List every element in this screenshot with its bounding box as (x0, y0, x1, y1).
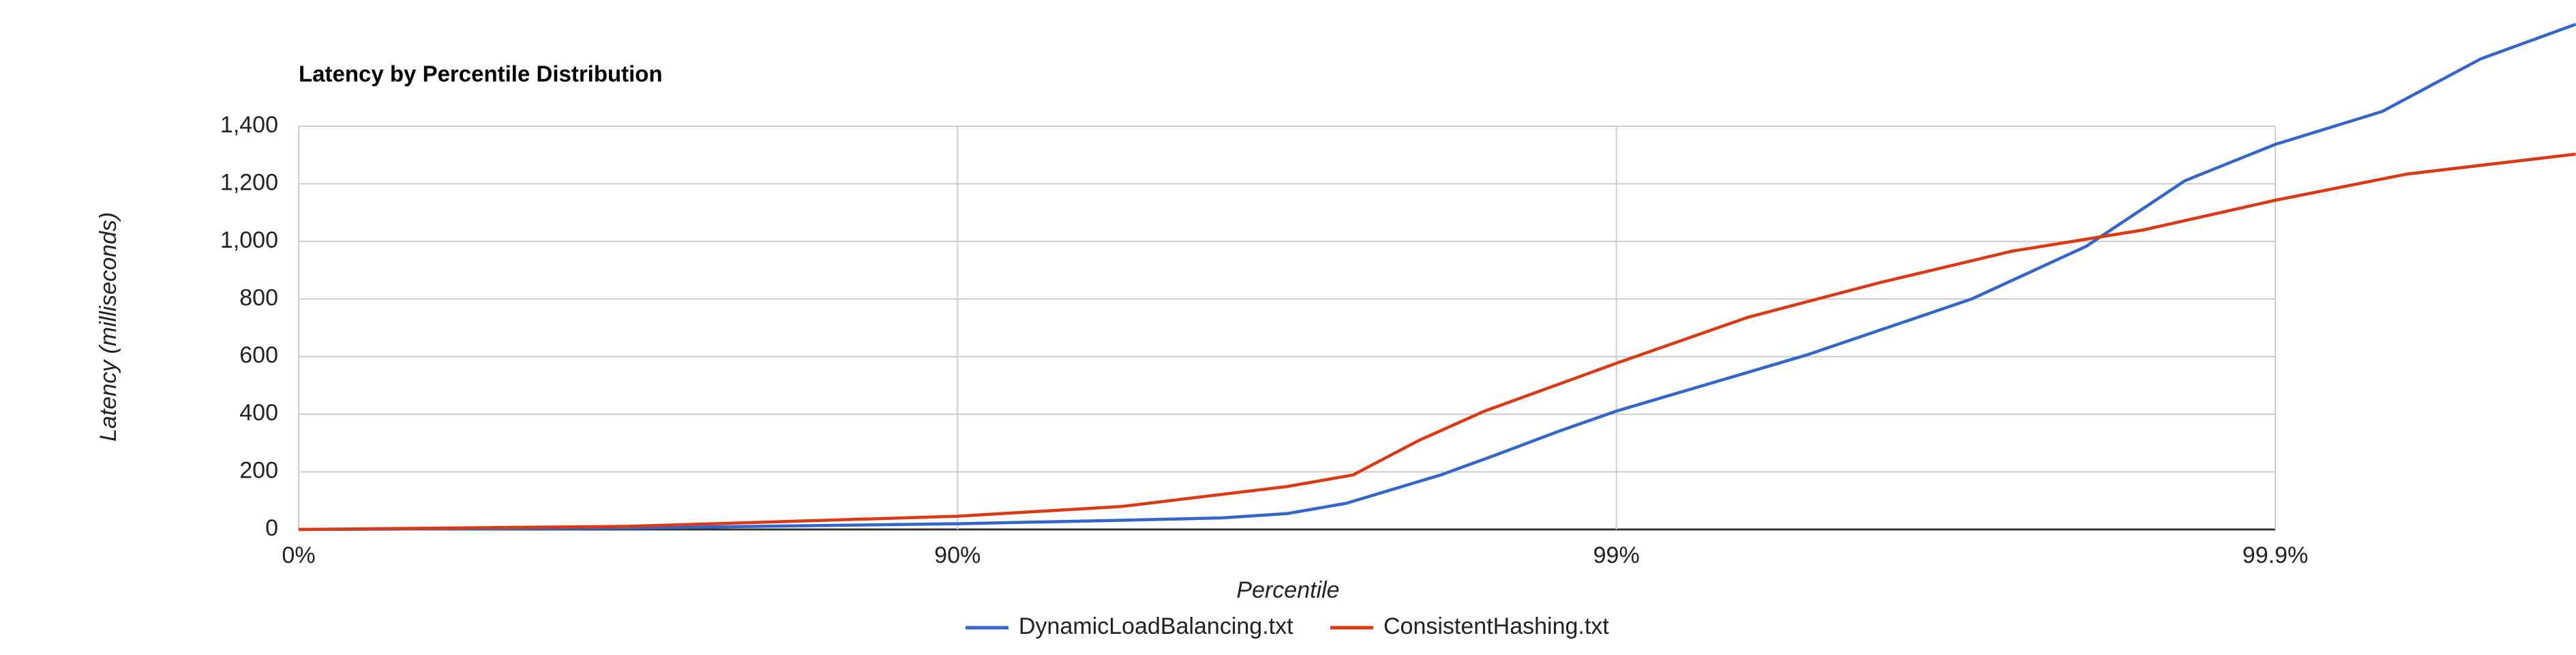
y-tick-label: 1,000 (220, 227, 278, 253)
y-tick-label: 600 (239, 343, 278, 368)
y-tick-label: 800 (239, 285, 278, 310)
x-tick-label: 90% (934, 542, 980, 568)
chart-title: Latency by Percentile Distribution (299, 61, 663, 87)
series-line (298, 152, 2576, 532)
y-tick-label: 200 (239, 458, 278, 484)
y-tick-label: 1,400 (220, 112, 278, 138)
x-tick-label: 0% (282, 542, 315, 568)
y-axis-title: Latency (milliseconds) (95, 212, 121, 441)
series-line (298, 23, 2576, 532)
legend: DynamicLoadBalancing.txt ConsistentHashin… (965, 613, 1609, 639)
x-tick-label: 99% (1593, 542, 1640, 568)
x-axis-title: Percentile (1236, 577, 1339, 603)
y-tick-label: 0 (265, 515, 278, 541)
y-tick-label: 1,200 (220, 169, 278, 195)
lines (298, 23, 2576, 532)
legend-label: ConsistentHashing.txt (1383, 613, 1609, 639)
grid: 0 200 400 600 800 1,000 1,200 1,400 0% 90% 99% 99.9… (220, 112, 2308, 568)
x-tick-label: 99.9% (2243, 542, 2308, 568)
y-tick-label: 400 (239, 400, 278, 426)
legend-label: DynamicLoadBalancing.txt (1019, 613, 1293, 639)
